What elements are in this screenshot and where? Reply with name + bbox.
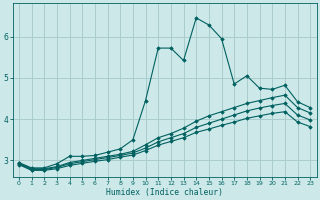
X-axis label: Humidex (Indice chaleur): Humidex (Indice chaleur): [106, 188, 223, 197]
